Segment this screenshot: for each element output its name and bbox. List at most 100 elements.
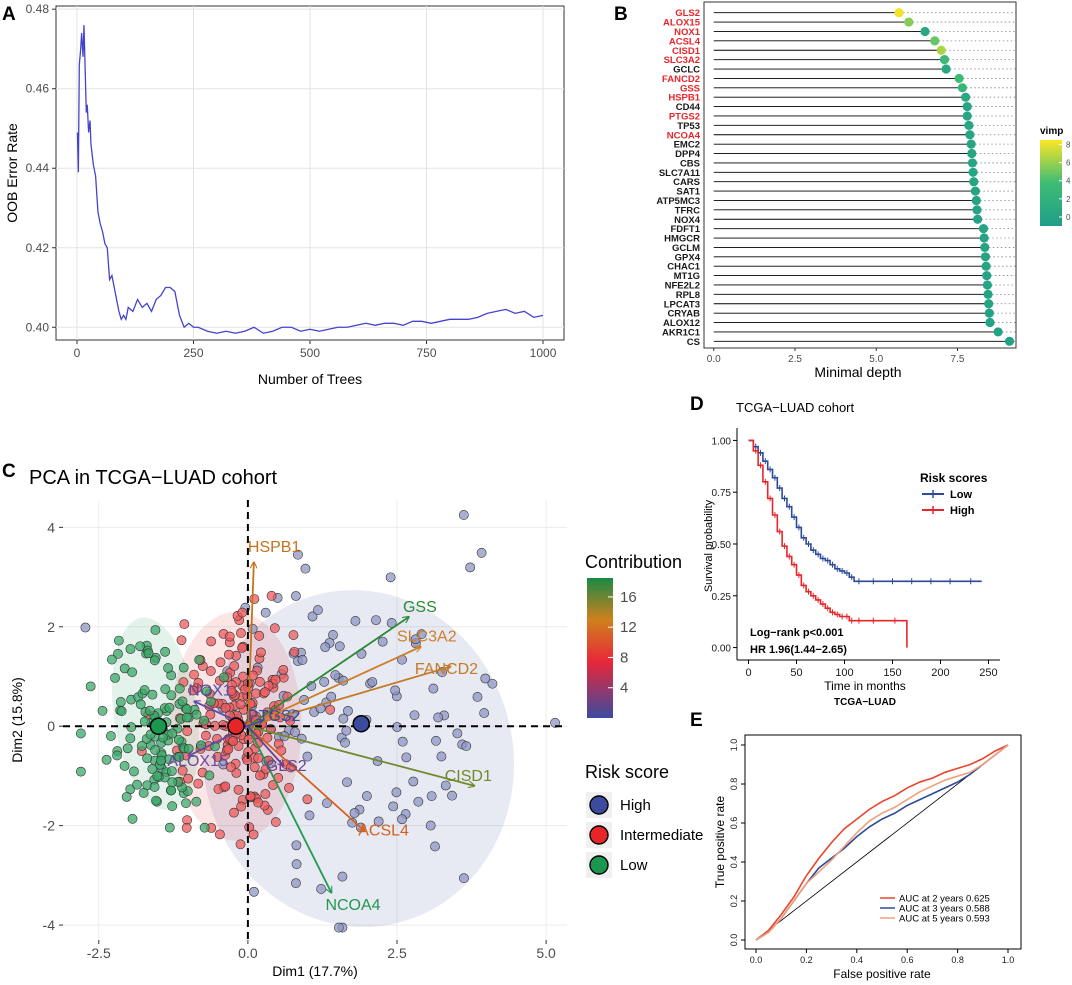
gene-row-cd44: CD44 xyxy=(676,101,1016,113)
arrow-shaft xyxy=(247,647,421,728)
gene-row-alox15: ALOX15 xyxy=(663,17,1016,29)
sample-point-low xyxy=(97,705,108,716)
lollipop-dot xyxy=(970,186,980,196)
sample-point-low xyxy=(166,690,177,701)
sample-point-low xyxy=(113,649,123,659)
sample-point-high xyxy=(333,922,344,933)
gene-label: MT1G xyxy=(674,271,700,282)
gene-row-akr1c1: AKR1C1 xyxy=(662,327,1016,338)
panel-label-c: C xyxy=(2,461,16,482)
gene-row-nfe2l2: NFE2L2 xyxy=(665,280,1016,291)
lollipop-dot xyxy=(985,317,995,328)
x-tick-label: 0.0 xyxy=(750,955,763,965)
sample-point-high xyxy=(476,547,487,558)
arrow-shaft xyxy=(247,667,451,728)
sample-point-intermediate xyxy=(189,669,199,680)
x-tick-label: 0.2 xyxy=(800,955,813,965)
sample-point-intermediate xyxy=(223,744,234,755)
legend-tick-label: 6 xyxy=(1066,159,1071,168)
sample-point-low xyxy=(163,663,173,673)
sample-point-high xyxy=(302,751,313,762)
gene-label: FANCD2 xyxy=(662,74,700,85)
gene-row-nox1: NOX1 xyxy=(674,26,1016,38)
lollipop-dot xyxy=(967,158,978,168)
panel-b-minimal-depth-chart: B GLS2ALOX15NOX1ACSL4CISD1SLC3A2GCLCFANC… xyxy=(614,1,1071,380)
y-tick-label: 0.8 xyxy=(729,778,739,791)
x-tick-label: 500 xyxy=(300,346,320,360)
vimp-legend-title: vimp xyxy=(1040,126,1063,137)
loading-arrow-slc3a2: SLC3A2 xyxy=(247,629,457,728)
gene-label: NOX1 xyxy=(674,27,701,38)
gene-label: FDFT1 xyxy=(670,224,700,235)
sample-point-high xyxy=(377,636,388,647)
arrow-label: NCOA4 xyxy=(325,897,380,914)
sample-point-intermediate xyxy=(235,839,246,850)
gene-label: CISD1 xyxy=(672,46,701,57)
gene-label: TP53 xyxy=(677,121,700,132)
sample-point-low xyxy=(136,741,147,751)
arrow-shaft xyxy=(247,725,284,766)
sample-point-high xyxy=(338,713,349,724)
gene-row-tp53: TP53 xyxy=(677,120,1016,132)
lollipop-dot xyxy=(971,195,981,206)
arrow-shaft xyxy=(247,562,254,727)
sample-point-high xyxy=(409,710,420,721)
x-tick-label: 2.5 xyxy=(387,945,407,961)
sample-point-low xyxy=(127,813,138,824)
loading-arrow-gss: GSS xyxy=(247,599,437,727)
sample-point-intermediate xyxy=(215,657,226,668)
chart-title: TCGA−LUAD cohort xyxy=(736,400,855,415)
x-tick-label: 0 xyxy=(745,667,751,679)
sample-point-intermediate xyxy=(288,630,299,640)
gene-row-cisd1: CISD1 xyxy=(672,45,1016,57)
legend-key-dot xyxy=(589,855,609,875)
loading-arrow-acsl4: ACSL4 xyxy=(247,725,409,840)
arrow-shaft xyxy=(247,725,475,786)
legend-tick-label: 0 xyxy=(1066,213,1071,222)
panel-label-d: D xyxy=(690,394,704,415)
survival-curve-low xyxy=(748,439,982,585)
step-line xyxy=(748,439,982,583)
arrow-label: GSS xyxy=(403,599,437,616)
sample-point-high xyxy=(367,677,378,687)
sample-point-high xyxy=(291,878,301,889)
sample-point-low xyxy=(152,771,163,781)
lollipop-dot xyxy=(973,214,983,224)
sample-point-low xyxy=(106,731,116,741)
sample-point-low xyxy=(149,782,160,792)
x-tick-label: 50 xyxy=(790,667,802,679)
legend-tick-label: 12 xyxy=(620,619,637,636)
sample-point-high xyxy=(334,641,345,652)
lollipop-dot xyxy=(1004,336,1015,346)
legend-tick-label: 8 xyxy=(1066,141,1071,150)
sample-point-high xyxy=(487,678,498,689)
legend-item-label: AUC at 3 years 0.588 xyxy=(899,904,990,915)
panel-label-e: E xyxy=(690,710,703,731)
gene-label: NCOA4 xyxy=(667,130,701,141)
sample-point-low xyxy=(110,672,120,683)
survival-legend-item-low: Low xyxy=(922,489,972,501)
gene-label: NFE2L2 xyxy=(665,280,700,291)
sample-point-intermediate xyxy=(177,765,188,776)
sample-point-intermediate xyxy=(176,635,187,646)
sample-point-low xyxy=(166,785,177,796)
x-tick-label: 250 xyxy=(979,667,997,679)
lollipop-dot xyxy=(920,26,930,37)
sample-point-low xyxy=(142,753,153,764)
loading-arrow-ncoa4: NCOA4 xyxy=(247,725,381,914)
legend-tick-label: 4 xyxy=(620,680,628,697)
sample-point-low xyxy=(116,706,127,717)
sample-point-low xyxy=(121,791,132,802)
sample-point-intermediate xyxy=(270,674,281,685)
gene-row-gls2: GLS2 xyxy=(675,8,1016,19)
sample-point-high xyxy=(319,676,330,687)
y-tick-label: 0.40 xyxy=(26,320,50,334)
loading-arrow-ptgs2: PTGS2 xyxy=(247,708,300,728)
sample-point-low xyxy=(122,743,133,754)
arrow-label: FANCD2 xyxy=(415,661,478,678)
sample-point-intermediate xyxy=(179,619,190,630)
x-tick-label: 250 xyxy=(183,346,203,360)
sample-point-high xyxy=(416,629,427,640)
legend-key-dot xyxy=(589,825,609,845)
